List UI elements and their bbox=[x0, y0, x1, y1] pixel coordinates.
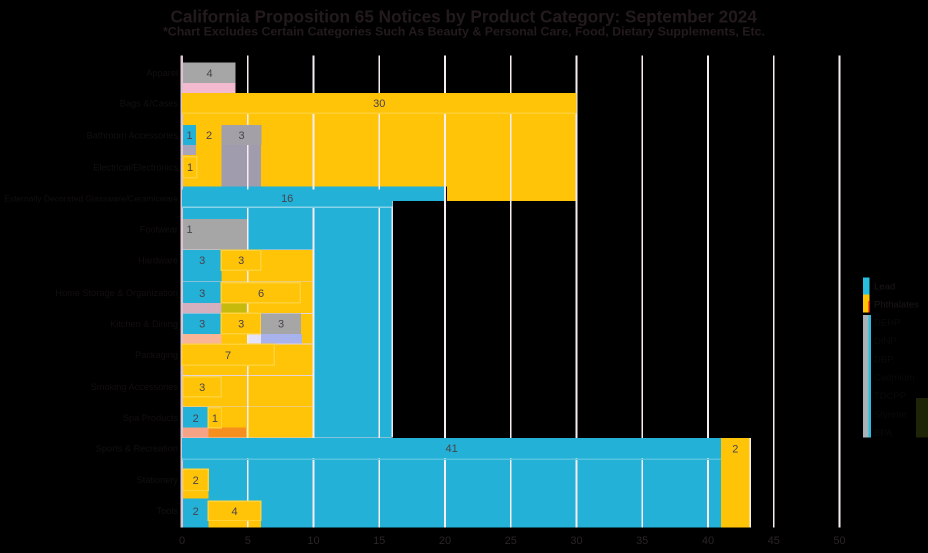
svg-text:1: 1 bbox=[212, 413, 218, 425]
svg-text:2: 2 bbox=[193, 413, 199, 425]
svg-text:30: 30 bbox=[570, 535, 582, 547]
svg-text:Lead: Lead bbox=[874, 282, 895, 293]
svg-text:Styrene: Styrene bbox=[874, 410, 907, 421]
svg-text:6: 6 bbox=[258, 288, 264, 300]
svg-text:TDCPP: TDCPP bbox=[874, 391, 906, 402]
svg-text:BPA: BPA bbox=[874, 428, 893, 439]
svg-text:Tools: Tools bbox=[157, 506, 179, 516]
svg-text:Hardware: Hardware bbox=[138, 256, 178, 266]
svg-text:15: 15 bbox=[373, 535, 385, 547]
svg-text:Bathroom Accessories: Bathroom Accessories bbox=[87, 130, 179, 140]
svg-text:35: 35 bbox=[636, 535, 648, 547]
svg-text:DBP: DBP bbox=[874, 354, 894, 365]
svg-text:0: 0 bbox=[179, 535, 185, 547]
svg-text:2: 2 bbox=[732, 443, 738, 455]
svg-text:DEHP: DEHP bbox=[874, 318, 900, 329]
svg-text:Kitchen & Dining: Kitchen & Dining bbox=[110, 319, 178, 329]
svg-text:1: 1 bbox=[186, 130, 192, 142]
svg-text:3: 3 bbox=[199, 319, 205, 331]
svg-text:25: 25 bbox=[505, 535, 517, 547]
svg-text:10: 10 bbox=[307, 535, 319, 547]
svg-text:Apparel: Apparel bbox=[146, 68, 178, 78]
svg-text:Home Storage & Organization: Home Storage & Organization bbox=[55, 288, 178, 298]
svg-text:Footwear: Footwear bbox=[140, 224, 178, 234]
svg-text:DINP: DINP bbox=[874, 336, 897, 347]
svg-text:50: 50 bbox=[833, 535, 845, 547]
svg-text:3: 3 bbox=[238, 255, 244, 267]
svg-text:3: 3 bbox=[238, 130, 244, 142]
svg-text:Smoking Accessories: Smoking Accessories bbox=[91, 382, 179, 392]
svg-text:3: 3 bbox=[238, 319, 244, 331]
svg-text:California Proposition 65 Noti: California Proposition 65 Notices by Pro… bbox=[170, 7, 757, 27]
svg-text:2: 2 bbox=[193, 506, 199, 518]
svg-text:Packaging: Packaging bbox=[135, 350, 178, 360]
svg-text:3: 3 bbox=[199, 288, 205, 300]
svg-text:3: 3 bbox=[278, 319, 284, 331]
svg-text:1: 1 bbox=[187, 162, 193, 174]
svg-text:5: 5 bbox=[245, 535, 251, 547]
svg-text:Cadmium: Cadmium bbox=[874, 373, 915, 384]
svg-text:3: 3 bbox=[199, 382, 205, 394]
svg-text:Externally Decorated Glassware: Externally Decorated Glassware/Ceramicwa… bbox=[4, 193, 178, 203]
svg-text:16: 16 bbox=[281, 193, 293, 205]
svg-text:7: 7 bbox=[225, 350, 231, 362]
svg-text:Phthalates: Phthalates bbox=[874, 300, 919, 311]
svg-text:Bags &/Cases: Bags &/Cases bbox=[120, 99, 179, 109]
svg-text:*Chart Excludes Certain Catego: *Chart Excludes Certain Categories Such … bbox=[163, 24, 765, 38]
svg-text:4: 4 bbox=[206, 68, 212, 80]
svg-text:20: 20 bbox=[439, 535, 451, 547]
svg-text:4: 4 bbox=[232, 506, 238, 518]
svg-text:3: 3 bbox=[199, 255, 205, 267]
svg-text:Spa Products: Spa Products bbox=[123, 413, 179, 423]
svg-text:Stationery: Stationery bbox=[137, 475, 179, 485]
svg-text:Electrical/Electronics: Electrical/Electronics bbox=[93, 162, 178, 172]
svg-text:40: 40 bbox=[702, 535, 714, 547]
svg-text:2: 2 bbox=[193, 475, 199, 487]
svg-text:2: 2 bbox=[206, 130, 212, 142]
svg-text:45: 45 bbox=[768, 535, 780, 547]
svg-text:Sports & Recreation: Sports & Recreation bbox=[96, 444, 178, 454]
svg-text:41: 41 bbox=[445, 443, 457, 455]
svg-text:30: 30 bbox=[373, 98, 385, 110]
svg-text:1: 1 bbox=[186, 224, 192, 236]
